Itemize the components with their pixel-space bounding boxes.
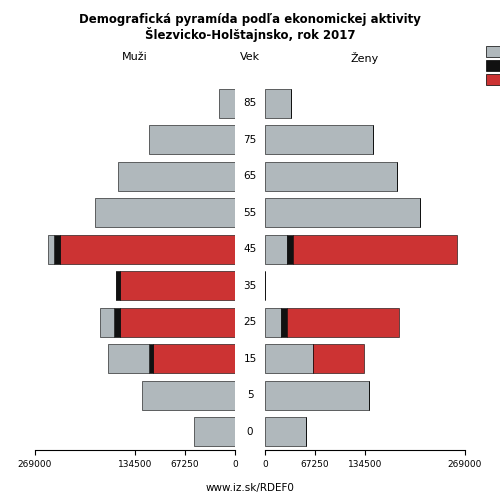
Bar [114,308,120,337]
Bar [294,234,457,264]
Bar [153,344,235,374]
Bar [60,234,235,264]
Bar [288,234,294,264]
Bar [100,308,114,337]
Bar [265,234,287,264]
Bar [48,234,54,264]
Text: 45: 45 [244,244,256,254]
Bar [118,162,235,191]
Text: 25: 25 [244,317,256,327]
Bar [54,234,60,264]
Bar [288,308,399,337]
Bar [218,88,235,118]
Text: Demografická pyramída podľa ekonomickej aktivity: Demografická pyramída podľa ekonomickej … [79,12,421,26]
Text: 55: 55 [244,208,256,218]
Legend: neaktívni, nezamestnaní, pracujúci: neaktívni, nezamestnaní, pracujúci [486,46,500,85]
Bar [265,88,291,118]
Bar [194,417,235,446]
Bar [108,344,149,374]
Text: 85: 85 [244,98,256,108]
Text: 35: 35 [244,281,256,291]
Text: 5: 5 [246,390,254,400]
Text: Ženy: Ženy [351,52,379,64]
Bar [265,417,306,446]
Text: www.iz.sk/RDEF0: www.iz.sk/RDEF0 [206,482,294,492]
Text: Muži: Muži [122,52,148,62]
Bar [142,380,235,410]
Text: Šlezvicko-Holštajnsko, rok 2017: Šlezvicko-Holštajnsko, rok 2017 [145,28,355,42]
Text: 15: 15 [244,354,256,364]
Bar [120,308,235,337]
Bar [265,125,373,154]
Text: 75: 75 [244,135,256,145]
Bar [120,271,235,300]
Bar [265,380,369,410]
Bar [95,198,235,228]
Bar [150,125,235,154]
Bar [265,344,314,374]
Bar [314,344,364,374]
Text: 65: 65 [244,171,256,181]
Bar [149,344,153,374]
Text: 0: 0 [247,427,254,437]
Text: Vek: Vek [240,52,260,62]
Bar [282,308,288,337]
Bar [265,198,420,228]
Bar [265,162,398,191]
Bar [265,308,281,337]
Bar [116,271,120,300]
